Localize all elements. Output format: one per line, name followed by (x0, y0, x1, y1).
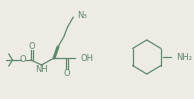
Text: O: O (29, 41, 35, 50)
Text: N: N (77, 10, 84, 20)
Text: O: O (20, 55, 27, 63)
Text: NH: NH (35, 66, 48, 75)
Text: 3: 3 (83, 14, 87, 19)
Text: O: O (63, 69, 70, 78)
Text: NH₂: NH₂ (176, 52, 192, 61)
Text: OH: OH (80, 53, 93, 62)
